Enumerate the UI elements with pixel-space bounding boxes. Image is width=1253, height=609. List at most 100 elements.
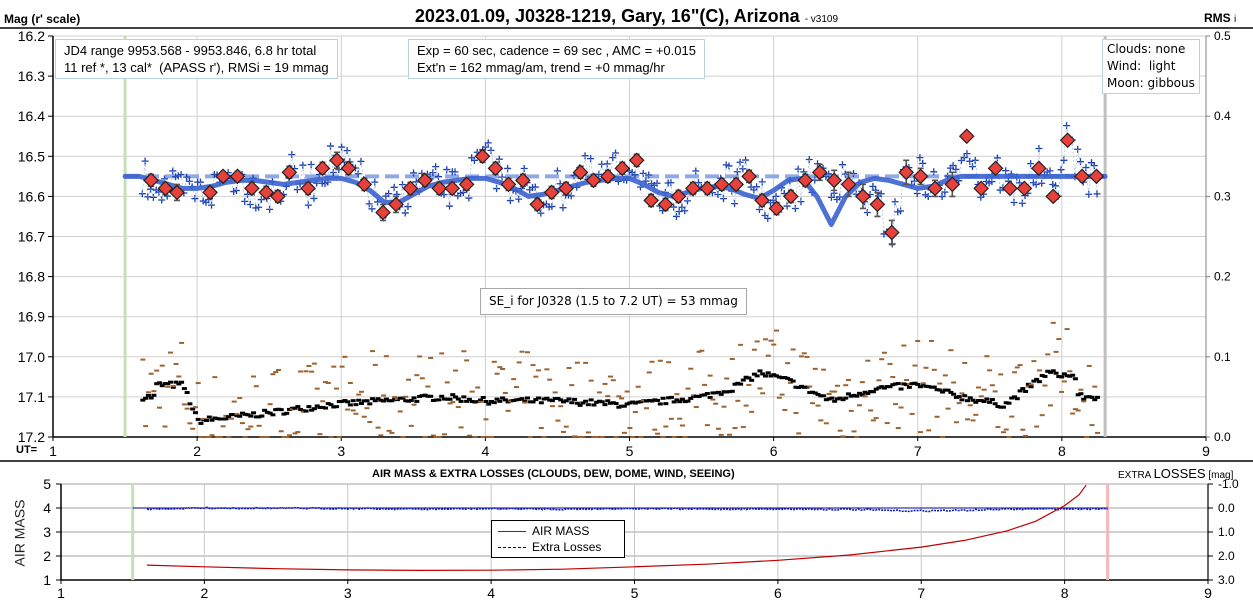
rms-point [585,403,591,407]
rms-point [948,390,954,394]
rms-point [1070,373,1076,377]
rms-scatter-point [461,350,467,353]
rms-point [937,388,943,392]
raw-connector [1071,139,1076,177]
rms-point [262,408,268,412]
rms-scatter-point [295,431,301,434]
left-axis-title: Mag (r' scale) [4,12,81,26]
binned-point [826,172,843,189]
rms-point [879,385,885,389]
rms-scatter-point [583,361,589,364]
binned-point [514,172,531,189]
rms-point [1095,395,1101,399]
rms-point [715,390,721,394]
binned-point [572,164,589,181]
rms-scatter-point [834,384,840,387]
rms-scatter-point [718,433,724,436]
rms-scatter-point [807,385,813,388]
raw-point [841,170,849,178]
rms-point [563,399,569,403]
rms-scatter-point [627,426,633,429]
raw-connector [654,182,658,186]
rms-scatter-point [522,401,528,404]
rms-scatter-point [768,339,774,342]
rms-point [959,398,965,402]
rms-scatter-point [400,436,406,438]
legend-item-air-mass: AIR MASS [498,523,589,539]
raw-connector [825,173,829,177]
raw-connector [305,188,309,206]
rms-scatter-point [314,387,320,390]
rms-scatter-point [580,436,586,438]
rms-scatter-point [679,424,685,427]
raw-connector [1088,162,1092,195]
raw-connector [615,152,619,182]
rms-point [375,397,381,401]
rms-scatter-point [1034,425,1040,428]
rms-point [364,399,370,403]
rms-scatter-point [406,378,412,381]
rms-scatter-point [616,395,622,398]
binned-point [657,196,674,213]
raw-connector [413,172,417,183]
rms-scatter-point [145,391,151,394]
rms-point [1012,395,1018,399]
y-tick-label: 16.6 [18,188,45,204]
rms-scatter-point [328,436,334,438]
rms-point [801,385,807,389]
raw-point [838,161,846,169]
raw-point [232,186,240,194]
rms-scatter-point [649,360,655,363]
rms-point [422,393,428,397]
rms-scatter-point [311,362,317,365]
rms-scatter-point [771,343,777,346]
rms-point [951,392,957,396]
raw-point [1074,145,1082,153]
rms-point [771,373,777,377]
rms-scatter-point [710,398,716,401]
raw-connector [258,199,262,208]
binned-point [973,180,990,197]
y-tick-label: 16.2 [18,28,45,44]
rms-scatter-point [300,410,306,413]
rms-point [580,401,586,405]
rms-point [762,374,768,378]
rms-point [455,397,461,401]
rms-scatter-point [840,435,846,438]
rms-scatter-point [339,365,345,368]
rms-point [682,400,688,404]
rms-point [295,405,301,409]
rms-point [148,396,154,400]
rms-scatter-point [306,364,312,367]
rms-scatter-point [1031,360,1037,363]
rms-scatter-point [1070,412,1076,415]
rms-scatter-point [843,384,849,387]
binned-point [1059,132,1076,149]
binned-point [912,168,929,185]
rms-point [621,404,627,408]
raw-point [390,183,398,191]
raw-connector [986,181,990,184]
rms-point [1064,374,1070,378]
rms-point [353,403,359,407]
rms-point [674,398,680,402]
raw-point [451,168,459,176]
rms-point [336,400,342,404]
rms-scatter-point [1061,380,1067,383]
x-tick-label: 7 [914,443,922,459]
binned-point [281,164,298,181]
rms-scatter-point [740,426,746,429]
raw-connector [947,168,951,177]
raw-point [827,193,835,201]
rms-point [851,393,857,397]
rms-point [228,413,234,417]
rms-point [450,393,456,397]
rms-point [660,396,666,400]
se-annotation: SE_i for J0328 (1.5 to 7.2 UT) = 53 mmag [480,288,747,315]
rms-point [253,415,259,419]
raw-connector [966,153,971,162]
raw-point [149,193,157,201]
binned-point [811,164,828,181]
x-tick-label: 6 [770,443,778,459]
rms-point [1047,370,1053,374]
